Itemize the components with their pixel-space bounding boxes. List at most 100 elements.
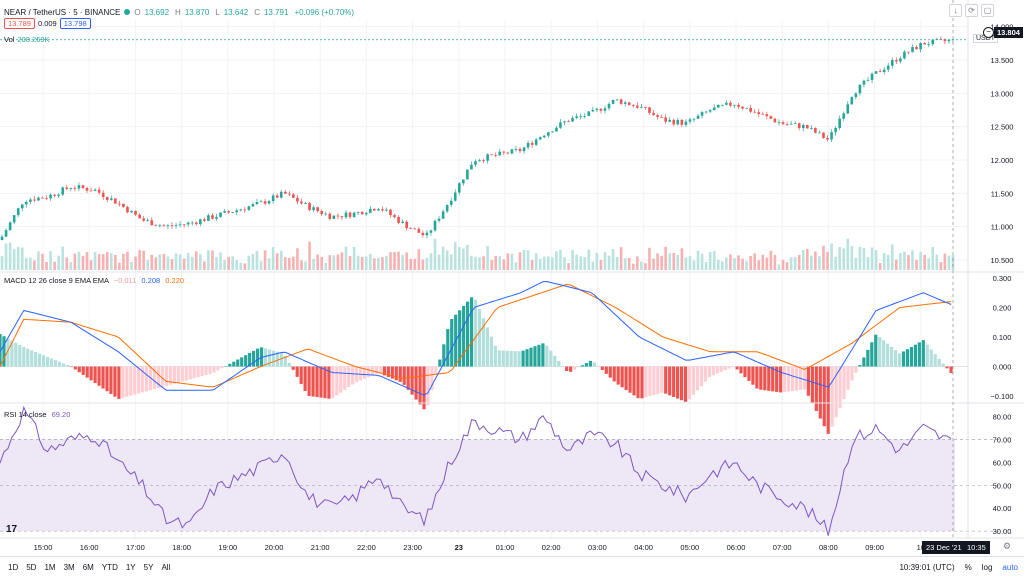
candle-body: [522, 147, 526, 152]
volume-bar: [668, 253, 672, 270]
candle-body: [903, 51, 906, 59]
macd-signal-value: 0.220: [165, 276, 185, 285]
minus-circle-icon[interactable]: −: [983, 27, 994, 38]
volume-bar: [81, 255, 85, 270]
macd-hist-bar: [826, 366, 830, 434]
buy-button[interactable]: 13.798: [59, 18, 91, 29]
macd-hist-bar: [442, 344, 446, 367]
macd-hist-bar: [236, 359, 240, 367]
range-button-ytd[interactable]: YTD: [101, 562, 118, 572]
arrow-down-icon[interactable]: ↓: [949, 4, 962, 17]
candle-body: [579, 116, 582, 117]
log-toggle[interactable]: log: [981, 562, 993, 572]
candle-body: [138, 214, 141, 219]
candle-body: [627, 102, 631, 106]
range-button-3m[interactable]: 3M: [63, 562, 75, 572]
volume-bar: [943, 253, 947, 270]
volume-bar: [429, 253, 433, 270]
candle-body: [194, 222, 198, 225]
refresh-icon[interactable]: ⟳: [965, 4, 978, 17]
macd-hist-bar: [291, 366, 295, 370]
gear-icon[interactable]: ⚙: [1003, 541, 1012, 551]
macd-hist-bar: [917, 342, 921, 367]
volume-bar: [377, 257, 380, 270]
volume-bar: [886, 254, 890, 270]
time-tick-label: 21:00: [311, 543, 330, 552]
candle-body: [781, 122, 785, 125]
volume-bar: [239, 262, 243, 270]
macd-hist-bar: [156, 366, 161, 389]
macd-hist-bar: [192, 366, 196, 379]
volume-bar: [474, 256, 477, 270]
range-button-5d[interactable]: 5D: [26, 562, 37, 572]
candle-body: [288, 193, 291, 195]
maximize-icon[interactable]: ▢: [981, 4, 994, 17]
volume-bar: [49, 251, 52, 270]
volume-bar: [332, 255, 336, 270]
rsi-label[interactable]: RSI 14 close: [4, 410, 47, 419]
candle-body: [603, 108, 607, 111]
auto-toggle[interactable]: auto: [1002, 562, 1018, 572]
macd-hist-bar: [331, 366, 335, 399]
rsi-tick-label: 30.00: [993, 527, 1012, 536]
macd-hist-bar: [794, 366, 799, 391]
volume-bar: [457, 247, 461, 270]
candle-body: [377, 209, 380, 211]
macd-hist-bar: [386, 366, 390, 377]
range-button-5y[interactable]: 5Y: [143, 562, 154, 572]
macd-hist-bar: [771, 366, 775, 392]
macd-hist-bar: [362, 366, 367, 379]
macd-hist-bar: [905, 349, 910, 367]
percent-toggle[interactable]: %: [964, 562, 972, 572]
macd-hist-bar: [168, 366, 172, 385]
close-value: 13.791: [263, 7, 289, 17]
candle-body: [267, 201, 271, 204]
crosshair-time-tag: 10:35: [963, 541, 990, 554]
macd-hist-bar: [711, 366, 715, 376]
macd-hist-bar: [89, 366, 93, 381]
macd-hist-bar: [462, 305, 466, 367]
rsi-tick-label: 70.00: [993, 435, 1012, 444]
volume-bar: [441, 246, 445, 270]
range-button-1d[interactable]: 1D: [8, 562, 19, 572]
macd-hist-bar: [600, 366, 604, 371]
candle-body: [878, 71, 882, 73]
symbol-title[interactable]: NEAR / TetherUS · 5 · BINANCE: [4, 7, 121, 17]
candle-body: [259, 201, 263, 203]
candle-body: [283, 191, 287, 194]
volume-bar: [178, 254, 182, 270]
macd-hist-bar: [85, 366, 89, 378]
candle-body: [203, 219, 206, 221]
volume-bar: [199, 254, 202, 270]
candle-body: [668, 119, 672, 122]
candle-body: [733, 104, 736, 106]
candle-body: [595, 108, 599, 110]
volume-bar: [785, 262, 789, 270]
range-button-6m[interactable]: 6M: [82, 562, 94, 572]
volume-bar: [97, 254, 101, 270]
volume-bar: [895, 259, 898, 270]
volume-bar: [138, 249, 141, 270]
chart-canvas[interactable]: 14.00013.50013.00012.50012.00011.50011.0…: [0, 0, 1024, 556]
macd-hist-bar: [279, 352, 283, 367]
macd-hist-bar: [133, 366, 137, 395]
volume-bar: [267, 258, 271, 270]
range-button-all[interactable]: All: [161, 562, 171, 572]
volume-bar: [73, 253, 77, 270]
candle-body: [729, 102, 732, 106]
utc-clock[interactable]: 10:39:01 (UTC): [899, 562, 955, 572]
macd-hist-bar: [14, 342, 18, 367]
macd-hist-bar: [61, 363, 66, 367]
volume-bar: [397, 251, 400, 270]
candle-body: [684, 121, 688, 125]
macd-hist-bar: [244, 355, 248, 367]
rsi-line: [0, 405, 952, 536]
macd-label[interactable]: MACD 12 26 close 9 EMA EMA: [4, 276, 109, 285]
range-button-1m[interactable]: 1M: [44, 562, 56, 572]
macd-hist-bar: [925, 344, 929, 367]
sell-button[interactable]: 13.789: [4, 18, 35, 29]
range-button-1y[interactable]: 1Y: [125, 562, 136, 572]
macd-hist-bar: [196, 366, 200, 378]
candle-body: [591, 109, 595, 112]
macd-hist-bar: [339, 366, 343, 393]
